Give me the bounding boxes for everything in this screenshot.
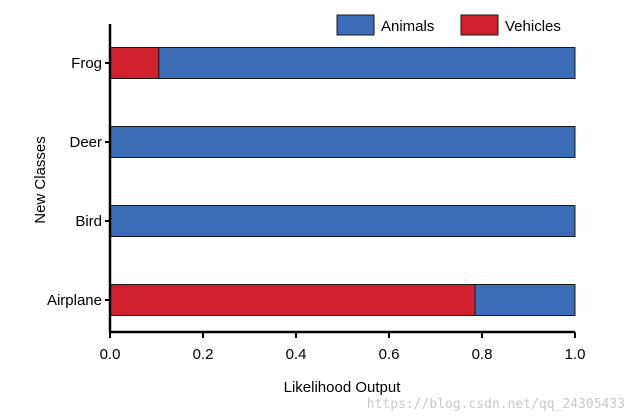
legend-label-animals: Animals <box>381 18 434 35</box>
legend-swatch-vehicles <box>460 14 499 36</box>
legend-label-vehicles: Vehicles <box>505 18 561 35</box>
category-label-airplane: Airplane <box>47 292 102 309</box>
legend-swatch-animals <box>336 14 375 36</box>
bar-frog-animals <box>158 47 576 79</box>
category-label-deer: Deer <box>69 134 102 151</box>
y-axis-title: New Classes <box>32 136 49 224</box>
category-label-frog: Frog <box>71 55 102 72</box>
x-tick-label: 0.8 <box>472 346 493 363</box>
bar-frog-vehicles <box>109 47 160 79</box>
x-tick-label: 0.4 <box>286 346 307 363</box>
x-tick-label: 0.2 <box>193 346 214 363</box>
x-tick-label: 0.6 <box>379 346 400 363</box>
bar-airplane-vehicles <box>109 284 476 316</box>
category-label-bird: Bird <box>75 213 102 230</box>
bars-group <box>109 47 576 316</box>
x-ticks: 0.0 0.2 0.4 0.6 0.8 1.0 <box>100 332 586 363</box>
x-tick-label: 1.0 <box>565 346 586 363</box>
category-labels: Frog Deer Bird Airplane <box>47 55 110 309</box>
x-axis-title: Likelihood Output <box>284 379 402 396</box>
legend: Animals Vehicles <box>336 14 561 36</box>
bar-deer-animals <box>109 126 576 158</box>
x-tick-label: 0.0 <box>100 346 121 363</box>
bar-bird-animals <box>109 205 576 237</box>
bar-airplane-animals <box>474 284 576 316</box>
watermark: https://blog.csdn.net/qq_24305433 <box>366 397 625 412</box>
